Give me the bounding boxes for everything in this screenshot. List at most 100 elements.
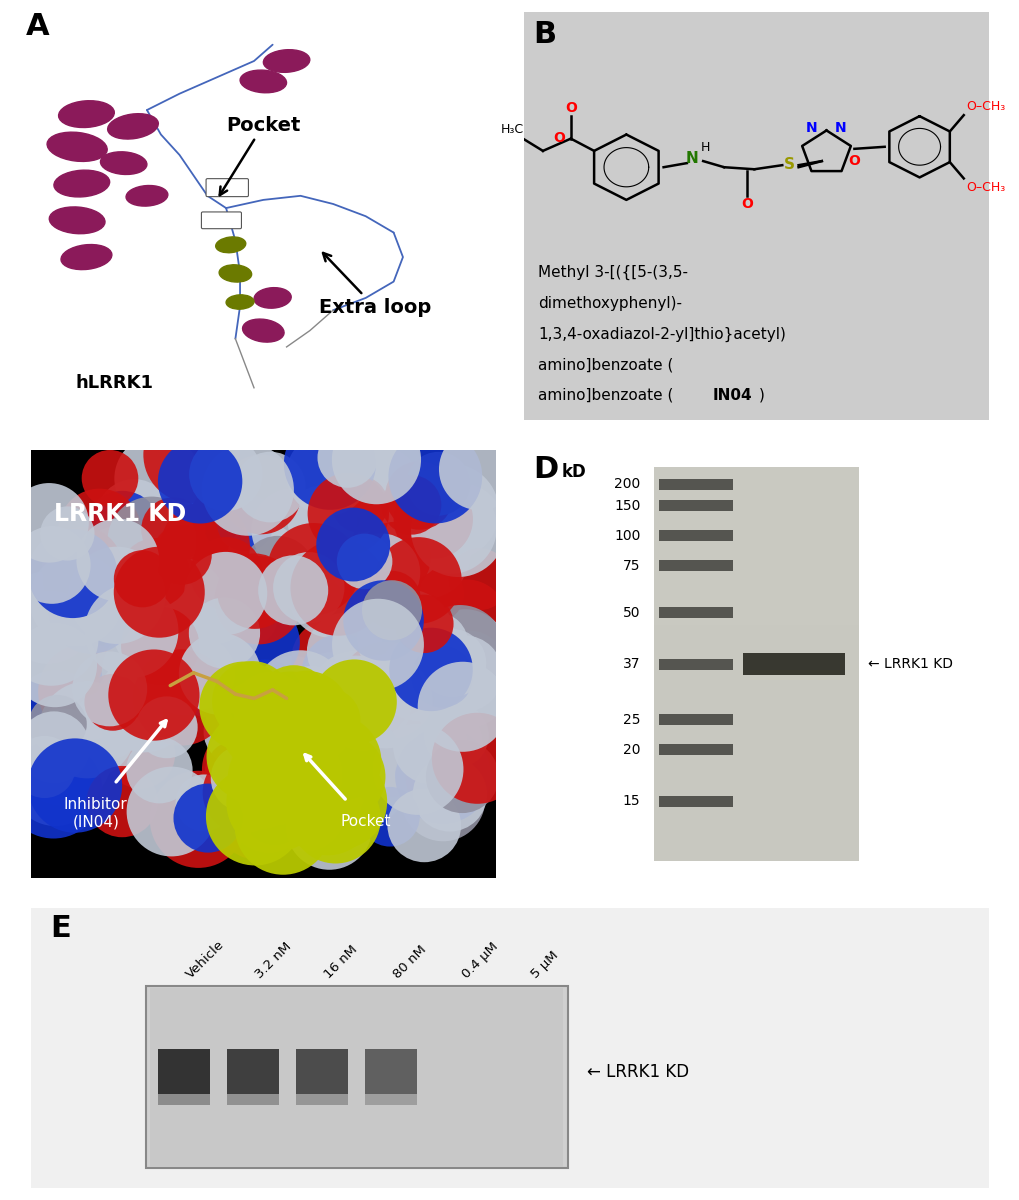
Point xyxy=(105,692,121,712)
Point xyxy=(74,558,91,577)
Point xyxy=(45,780,61,799)
Point xyxy=(319,798,335,817)
Text: Pocket: Pocket xyxy=(219,115,301,196)
Point xyxy=(356,694,372,713)
Point xyxy=(257,688,273,707)
Point xyxy=(67,776,84,796)
Ellipse shape xyxy=(108,114,158,139)
Point xyxy=(347,684,364,703)
Ellipse shape xyxy=(54,170,109,197)
Point xyxy=(78,720,95,739)
Text: H: H xyxy=(700,142,709,154)
Point xyxy=(429,634,445,653)
Point xyxy=(110,552,126,571)
Point xyxy=(109,551,125,570)
Point xyxy=(269,563,285,582)
Text: 1,3,4-oxadiazol-2-yl]thio}acetyl): 1,3,4-oxadiazol-2-yl]thio}acetyl) xyxy=(537,326,785,342)
Text: N: N xyxy=(805,120,816,134)
Point xyxy=(244,691,260,710)
Point xyxy=(84,601,100,620)
Point xyxy=(311,752,327,772)
Text: H₃C: H₃C xyxy=(500,124,524,136)
Bar xyxy=(226,1049,279,1094)
Point xyxy=(165,520,181,539)
Point xyxy=(59,524,75,544)
Point xyxy=(268,769,284,788)
Point xyxy=(383,590,399,610)
Point xyxy=(49,714,65,733)
Point xyxy=(251,590,267,610)
Point xyxy=(434,766,450,785)
Point xyxy=(382,569,398,588)
Point xyxy=(322,677,338,696)
Point xyxy=(68,590,85,610)
Point xyxy=(252,803,268,822)
Point xyxy=(454,697,471,716)
Point xyxy=(453,767,470,786)
Text: N: N xyxy=(685,151,697,166)
Point xyxy=(102,679,118,698)
Point xyxy=(48,703,64,722)
Point xyxy=(151,582,167,601)
Point xyxy=(469,749,485,768)
Point xyxy=(267,793,283,812)
Point xyxy=(242,758,258,778)
Point xyxy=(327,809,343,828)
Text: IN04: IN04 xyxy=(711,388,751,403)
Point xyxy=(428,584,444,604)
Point xyxy=(192,472,208,491)
Point xyxy=(275,817,291,836)
Text: O: O xyxy=(565,101,576,115)
Point xyxy=(43,629,59,648)
Point xyxy=(321,454,337,473)
Point xyxy=(416,614,432,634)
Point xyxy=(422,737,438,756)
Point xyxy=(102,722,118,742)
Text: 75: 75 xyxy=(623,559,640,572)
Bar xyxy=(653,782,858,802)
Ellipse shape xyxy=(101,151,147,174)
Point xyxy=(404,496,420,515)
Point xyxy=(228,722,245,742)
Bar xyxy=(653,841,858,862)
Text: N: N xyxy=(834,120,846,134)
Point xyxy=(339,448,356,467)
Point xyxy=(430,474,446,493)
Point xyxy=(390,702,407,721)
Point xyxy=(350,744,366,763)
Point xyxy=(356,769,372,788)
Point xyxy=(44,556,60,575)
Text: O–CH₃: O–CH₃ xyxy=(965,181,1005,194)
Point xyxy=(204,593,220,612)
Point xyxy=(202,664,218,683)
Point xyxy=(167,646,183,665)
Ellipse shape xyxy=(49,206,105,234)
Point xyxy=(261,802,277,821)
Point xyxy=(368,450,384,469)
Point xyxy=(236,769,253,788)
Text: Methyl 3-[({[5-(3,5-: Methyl 3-[({[5-(3,5- xyxy=(537,265,687,281)
Point xyxy=(150,469,166,488)
Bar xyxy=(226,1094,279,1105)
Point xyxy=(216,624,232,643)
Bar xyxy=(742,654,845,674)
Point xyxy=(394,527,411,546)
Point xyxy=(297,802,313,821)
Bar xyxy=(653,565,858,586)
Ellipse shape xyxy=(215,236,246,253)
Point xyxy=(247,582,263,601)
Point xyxy=(303,696,319,715)
Text: O–CH₃: O–CH₃ xyxy=(965,100,1005,113)
Bar xyxy=(653,527,858,546)
Point xyxy=(423,660,439,679)
Point xyxy=(257,716,273,736)
Bar xyxy=(658,714,733,725)
Bar xyxy=(653,664,858,684)
Point xyxy=(237,512,254,532)
Text: hLRRK1: hLRRK1 xyxy=(75,374,153,392)
Text: 80 nM: 80 nM xyxy=(390,943,429,980)
Bar xyxy=(658,744,733,755)
Point xyxy=(147,620,163,640)
Text: 200: 200 xyxy=(613,478,640,492)
Point xyxy=(83,571,99,590)
